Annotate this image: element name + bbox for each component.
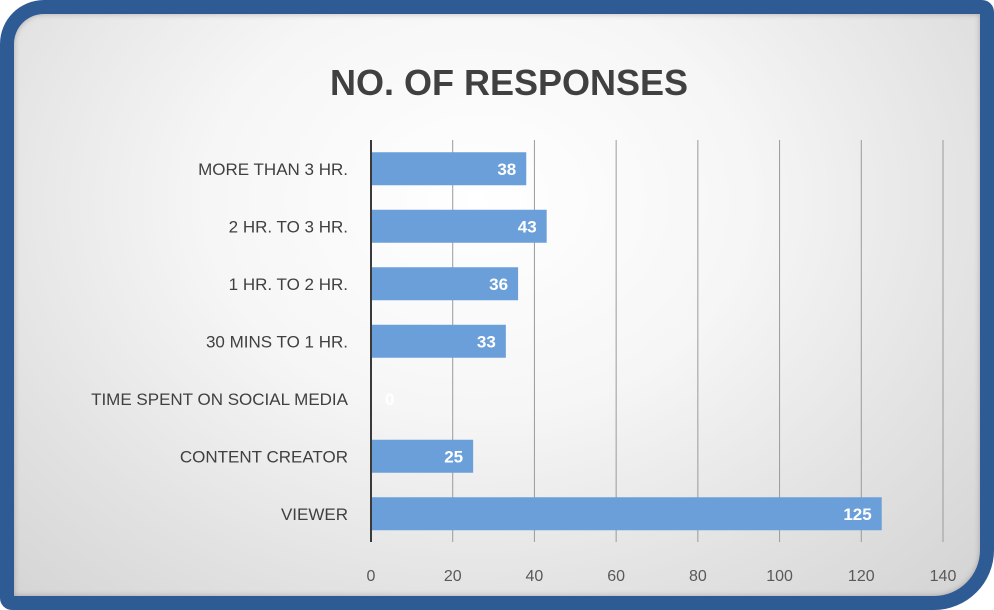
category-label: 1 HR. TO 2 HR. bbox=[229, 275, 348, 294]
x-tick-label: 100 bbox=[766, 568, 793, 585]
category-label: MORE THAN 3 HR. bbox=[198, 160, 348, 179]
x-tick-label: 120 bbox=[848, 568, 875, 585]
bar-value-label: 125 bbox=[843, 505, 871, 524]
x-tick-label: 60 bbox=[607, 568, 625, 585]
bar bbox=[371, 152, 527, 186]
x-tick-label: 140 bbox=[930, 568, 957, 585]
chart-title: NO. OF RESPONSES bbox=[330, 62, 688, 103]
bar-value-label: 33 bbox=[477, 332, 496, 351]
bar-value-label: 38 bbox=[497, 160, 516, 179]
bar bbox=[371, 209, 547, 243]
bar-value-label: 0 bbox=[385, 390, 394, 409]
bar bbox=[371, 267, 519, 301]
category-label: 30 MINS TO 1 HR. bbox=[206, 332, 348, 351]
category-label: VIEWER bbox=[281, 505, 348, 524]
gridlines bbox=[452, 140, 944, 542]
x-axis-tick-labels: 0 20 40 60 80 100 120 140 bbox=[367, 568, 957, 585]
category-label: 2 HR. TO 3 HR. bbox=[229, 217, 348, 236]
x-tick-label: 40 bbox=[526, 568, 544, 585]
bar-value-label: 43 bbox=[518, 217, 537, 236]
x-tick-label: 80 bbox=[689, 568, 707, 585]
bar bbox=[371, 439, 474, 473]
bar-value-label: 36 bbox=[489, 275, 508, 294]
data-labels: 38 43 36 33 0 25 125 bbox=[385, 160, 872, 524]
bars bbox=[371, 152, 882, 531]
x-tick-label: 0 bbox=[367, 568, 376, 585]
bar bbox=[371, 324, 506, 358]
bar bbox=[371, 497, 882, 531]
category-label: TIME SPENT ON SOCIAL MEDIA bbox=[91, 390, 349, 409]
category-label: CONTENT CREATOR bbox=[180, 447, 348, 466]
x-tick-label: 20 bbox=[444, 568, 462, 585]
bar-value-label: 25 bbox=[444, 447, 463, 466]
category-labels: MORE THAN 3 HR. 2 HR. TO 3 HR. 1 HR. TO 2 … bbox=[91, 160, 349, 524]
